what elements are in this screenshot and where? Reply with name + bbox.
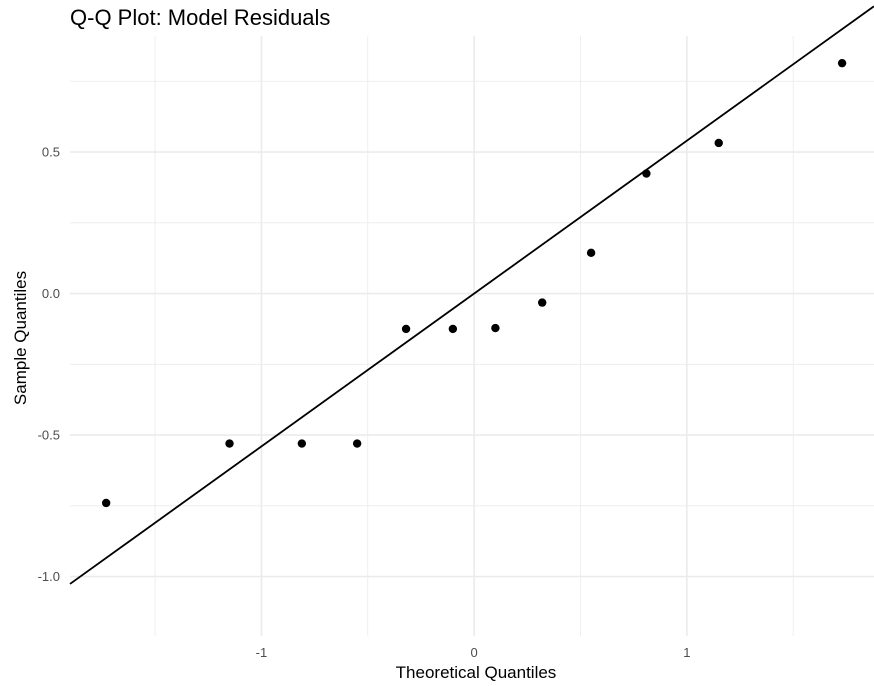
data-point-7 bbox=[537, 298, 547, 307]
y-tick-label-1: -0.5 bbox=[38, 428, 60, 443]
x-tick-labels: -1 0 1 bbox=[256, 645, 691, 660]
data-point-9 bbox=[642, 169, 651, 178]
reference-line-group bbox=[69, 5, 874, 585]
data-point-1 bbox=[225, 439, 234, 448]
data-point-4 bbox=[401, 324, 411, 334]
data-point-2 bbox=[297, 439, 307, 448]
data-point-6 bbox=[491, 323, 500, 333]
y-tick-labels: -1.0 -0.5 0.0 0.5 bbox=[38, 145, 60, 585]
data-point-10 bbox=[714, 138, 723, 148]
data-point-11 bbox=[837, 58, 847, 68]
data-point-5 bbox=[448, 324, 458, 334]
minor-grid bbox=[70, 36, 874, 636]
data-points bbox=[101, 58, 847, 508]
reference-line bbox=[69, 5, 874, 585]
x-axis-title: Theoretical Quantiles bbox=[396, 663, 557, 682]
y-tick-label-0: -1.0 bbox=[38, 569, 60, 584]
y-axis-title: Sample Quantiles bbox=[11, 271, 30, 405]
y-tick-label-2: 0.0 bbox=[42, 286, 60, 301]
x-tick-label-0: -1 bbox=[256, 645, 268, 660]
chart-title: Q-Q Plot: Model Residuals bbox=[70, 5, 331, 30]
major-grid bbox=[70, 36, 874, 636]
y-tick-label-3: 0.5 bbox=[42, 145, 60, 160]
data-point-0 bbox=[101, 498, 111, 508]
x-tick-label-2: 1 bbox=[683, 645, 690, 660]
data-point-8 bbox=[586, 248, 596, 257]
x-tick-label-1: 0 bbox=[471, 645, 478, 660]
data-point-3 bbox=[352, 439, 362, 448]
